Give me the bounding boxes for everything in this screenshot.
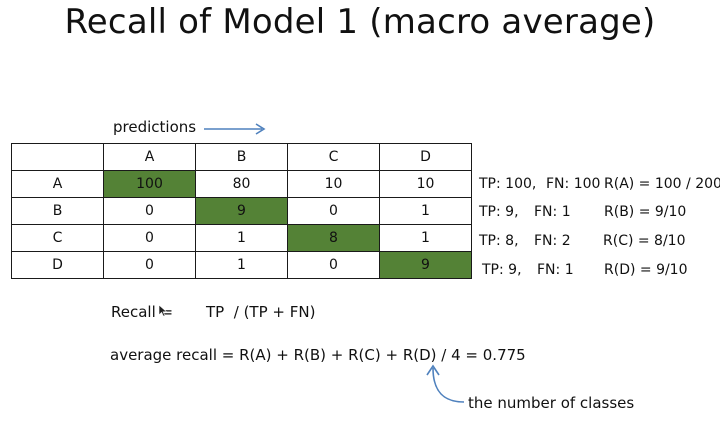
recall-value: R(D) = 9/10 <box>604 262 688 278</box>
cursor-icon <box>158 304 168 317</box>
matrix-cell: 9 <box>195 197 288 225</box>
note-number-of-classes: the number of classes <box>468 394 635 412</box>
table-row: B 0 9 0 1 <box>11 197 472 225</box>
table-row: D 0 1 0 9 <box>11 251 472 279</box>
fn-label: FN: 2 <box>534 233 571 249</box>
table-row: A 100 80 10 10 <box>11 170 472 198</box>
page-title: Recall of Model 1 (macro average) <box>64 2 656 42</box>
row-label-d: D <box>11 251 104 279</box>
header-row: A B C D <box>11 143 472 171</box>
fn-label: FN: 1 <box>534 204 571 220</box>
tp-label: TP: 100, <box>479 176 537 192</box>
predictions-label: predictions <box>113 118 197 136</box>
tp-label: TP: 8, <box>479 233 519 249</box>
matrix-cell: 100 <box>103 170 196 198</box>
recall-value: R(C) = 8/10 <box>603 233 686 249</box>
matrix-cell: 1 <box>195 251 288 279</box>
recall-value: R(B) = 9/10 <box>604 204 687 220</box>
fn-label: FN: 1 <box>537 262 574 278</box>
matrix-cell: 0 <box>103 251 196 279</box>
matrix-cell: 9 <box>379 251 472 279</box>
table-row: C 0 1 8 1 <box>11 224 472 252</box>
average-recall-formula: average recall = R(A) + R(B) + R(C) + R(… <box>110 346 526 364</box>
matrix-cell: 1 <box>379 197 472 225</box>
matrix-cell: 8 <box>287 224 380 252</box>
curved-arrow-icon <box>426 364 465 403</box>
confusion-matrix: A B C D A 100 80 10 10 B 0 9 0 1 C 0 1 8… <box>11 143 472 279</box>
matrix-cell: 10 <box>287 170 380 198</box>
matrix-cell: 0 <box>103 224 196 252</box>
recall-value: R(A) = 100 / 200 <box>604 176 720 192</box>
corner-cell <box>11 143 104 171</box>
matrix-cell: 1 <box>195 224 288 252</box>
matrix-cell: 0 <box>287 197 380 225</box>
matrix-cell: 0 <box>287 251 380 279</box>
tp-label: TP: 9, <box>482 262 522 278</box>
matrix-cell: 10 <box>379 170 472 198</box>
matrix-cell: 1 <box>379 224 472 252</box>
fn-label: FN: 100 <box>546 176 601 192</box>
col-header-b: B <box>195 143 288 171</box>
row-label-b: B <box>11 197 104 225</box>
row-label-a: A <box>11 170 104 198</box>
col-header-d: D <box>379 143 472 171</box>
recall-formula: TP / (TP + FN) <box>206 303 316 321</box>
tp-label: TP: 9, <box>479 204 519 220</box>
matrix-cell: 0 <box>103 197 196 225</box>
row-label-c: C <box>11 224 104 252</box>
col-header-a: A <box>103 143 196 171</box>
matrix-cell: 80 <box>195 170 288 198</box>
arrow-right-icon <box>204 123 266 135</box>
col-header-c: C <box>287 143 380 171</box>
